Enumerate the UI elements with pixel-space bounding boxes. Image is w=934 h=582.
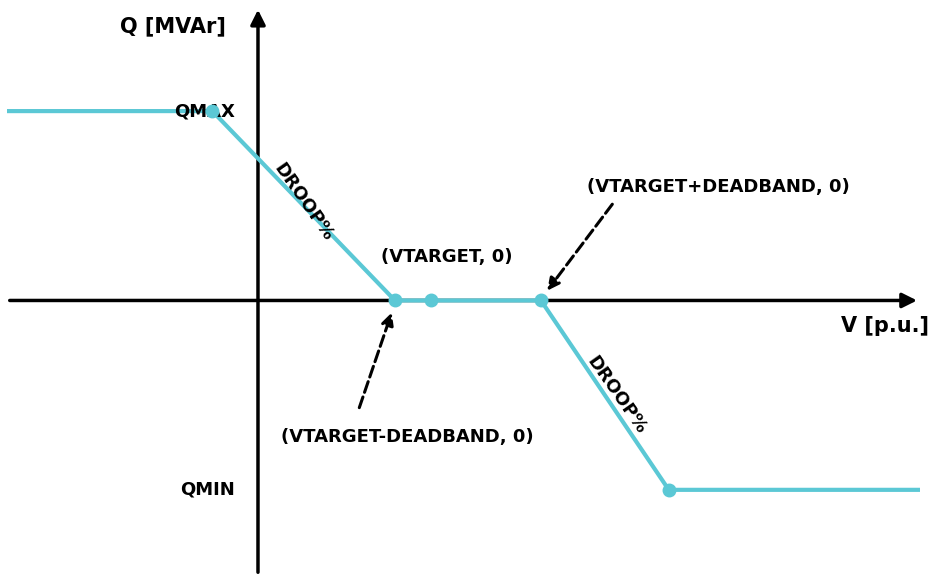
Text: DROOP%: DROOP%: [583, 353, 650, 438]
Text: QMIN: QMIN: [180, 481, 235, 499]
Text: V [p.u.]: V [p.u.]: [841, 315, 929, 336]
Text: (VTARGET, 0): (VTARGET, 0): [381, 249, 513, 267]
Text: QMAX: QMAX: [175, 102, 235, 120]
Text: (VTARGET-DEADBAND, 0): (VTARGET-DEADBAND, 0): [281, 428, 533, 446]
Text: DROOP%: DROOP%: [270, 160, 337, 244]
Text: Q [MVAr]: Q [MVAr]: [120, 16, 226, 37]
Text: (VTARGET+DEADBAND, 0): (VTARGET+DEADBAND, 0): [587, 178, 849, 196]
